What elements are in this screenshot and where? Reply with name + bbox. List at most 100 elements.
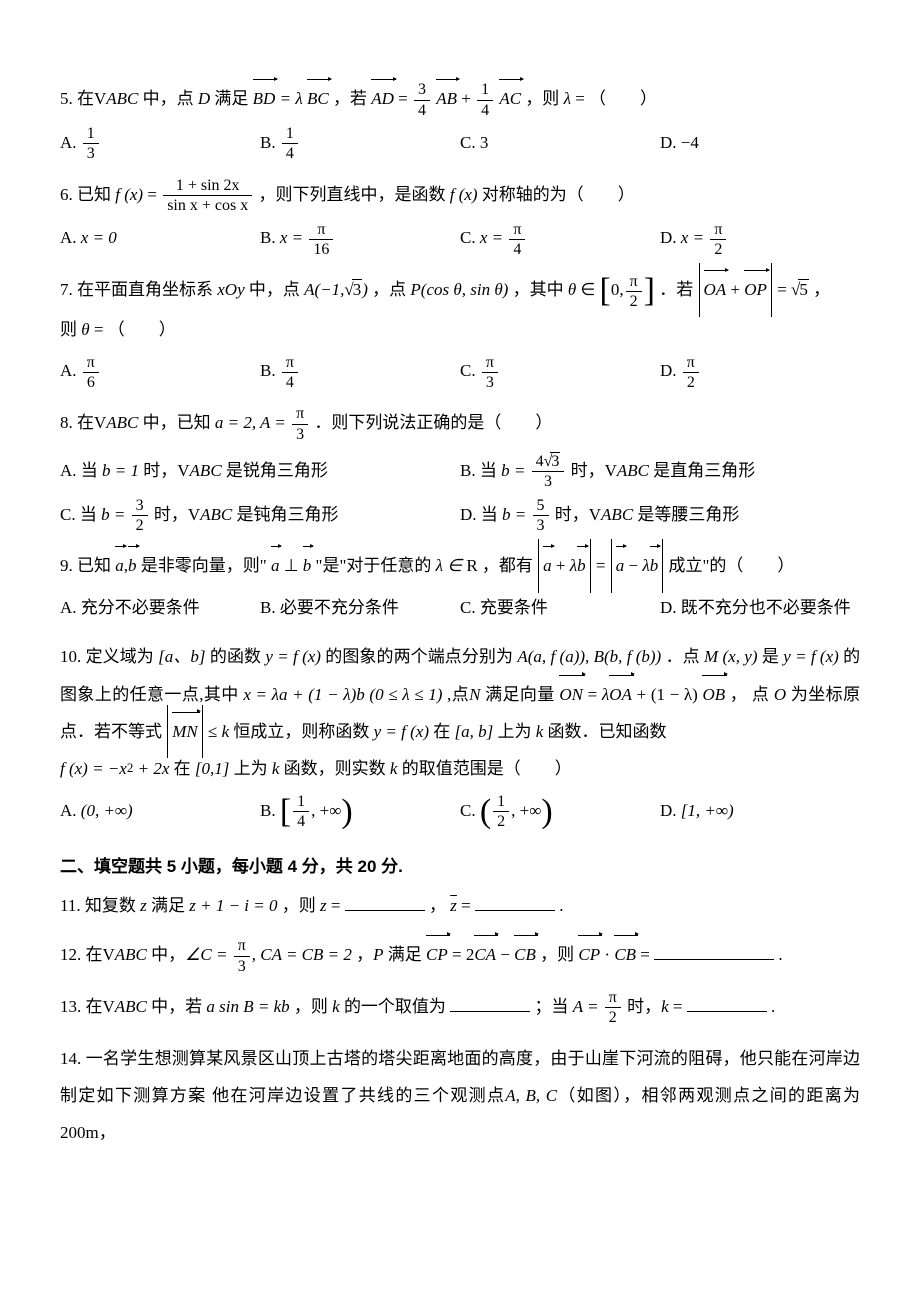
q8-optB: B. 当 b = 433 时，VABC 是直角三角形 bbox=[460, 452, 860, 492]
q8-num: 8. bbox=[60, 413, 73, 432]
q7-optB: B. π4 bbox=[260, 352, 460, 392]
q5-optD: D. −4 bbox=[660, 124, 860, 164]
q6-b: ，则下列直线中，是函数 bbox=[258, 185, 449, 204]
q7-options: A. π6 B. π4 C. π3 D. π2 bbox=[60, 352, 860, 392]
q5-optB: B. 14 bbox=[260, 124, 460, 164]
q5-num: 5. bbox=[60, 89, 73, 108]
frac-3-4: 34 bbox=[414, 80, 430, 119]
triangle-icon: V bbox=[94, 89, 106, 108]
q9-num: 9. bbox=[60, 556, 73, 575]
q9-optD: D. 既不充分也不必要条件 bbox=[660, 589, 860, 626]
q5-D: D bbox=[198, 89, 210, 108]
q7-optC: C. π3 bbox=[460, 352, 660, 392]
q5-eq: = bbox=[280, 89, 296, 108]
vector-CA: CA bbox=[474, 936, 496, 973]
q10-num: 10. bbox=[60, 647, 81, 666]
vector-MN: MN bbox=[172, 713, 198, 750]
question-14: 14. 一名学生想测算某风景区山顶上古塔的塔尖距离地面的高度，由于山崖下河流的阻… bbox=[60, 1040, 860, 1152]
q8-optD: D. 当 b = 53 时，VABC 是等腰三角形 bbox=[460, 496, 860, 536]
q5-c: 满足 bbox=[214, 89, 252, 108]
q5-d: ，若 bbox=[333, 89, 371, 108]
vector-OA: OA bbox=[704, 271, 727, 308]
lbracket-icon: [ bbox=[600, 279, 611, 303]
q10-optA: A. (0, +∞) bbox=[60, 792, 260, 832]
q10-options: A. (0, +∞) B. [14, +∞) C. (12, +∞) D. [1… bbox=[60, 792, 860, 832]
vector-ON: ON bbox=[559, 676, 583, 713]
blank-input[interactable] bbox=[345, 891, 425, 911]
blank-input[interactable] bbox=[450, 992, 530, 1012]
q6-optA: A. x = 0 bbox=[60, 219, 260, 259]
q5-optC: C. 3 bbox=[460, 124, 660, 164]
q7-num: 7. bbox=[60, 280, 73, 299]
vector-a: a bbox=[115, 547, 124, 584]
frac-q6: 1 + sin 2xsin x + cos x bbox=[163, 176, 252, 215]
question-5: 5. 在VABC 中，点 D 满足 BD = λ BC ，若 AD = 34 A… bbox=[60, 80, 860, 164]
q10-optC: C. (12, +∞) bbox=[460, 792, 660, 832]
vector-AD: AD bbox=[371, 80, 394, 117]
blank-input[interactable] bbox=[654, 940, 774, 960]
question-6: 6. 已知 f (x) = 1 + sin 2xsin x + cos x ，则… bbox=[60, 176, 860, 260]
question-11: 11. 知复数 z 满足 z + 1 − i = 0 ，则 z = ， z = … bbox=[60, 887, 860, 924]
q6-c: 对称轴的为（ ） bbox=[482, 185, 635, 204]
q5-a: 在 bbox=[77, 89, 94, 108]
q9-optB: B. 必要不充分条件 bbox=[260, 589, 460, 626]
q6-optC: C. x = π4 bbox=[460, 219, 660, 259]
q5-lam: λ bbox=[295, 89, 302, 108]
vector-OB: OB bbox=[702, 676, 725, 713]
vector-OP: OP bbox=[744, 271, 767, 308]
q8-optC: C. 当 b = 32 时，VABC 是钝角三角形 bbox=[60, 496, 460, 536]
rbracket-icon: ] bbox=[644, 279, 655, 303]
vector-BC: BC bbox=[307, 80, 329, 117]
q5-abc: ABC bbox=[106, 89, 138, 108]
q7-optA: A. π6 bbox=[60, 352, 260, 392]
vector-BD: BD bbox=[253, 80, 276, 117]
q5-options: A. 13 B. 14 C. 3 D. −4 bbox=[60, 124, 860, 164]
q6-num: 6. bbox=[60, 185, 73, 204]
q6-options: A. x = 0 B. x = π16 C. x = π4 D. x = π2 bbox=[60, 219, 860, 259]
q9-optC: C. 充要条件 bbox=[460, 589, 660, 626]
sqrt-icon: 5 bbox=[791, 271, 809, 308]
q9-optA: A. 充分不必要条件 bbox=[60, 589, 260, 626]
q5-optA: A. 13 bbox=[60, 124, 260, 164]
q6-optD: D. x = π2 bbox=[660, 219, 860, 259]
q10-optD: D. [1, +∞) bbox=[660, 792, 860, 832]
frac-1-4: 14 bbox=[477, 80, 493, 119]
question-9: 9. 已知 a,b 是非零向量，则" a ⊥ b "是"对于任意的 λ ∈ R … bbox=[60, 547, 860, 626]
q6-a: 已知 bbox=[77, 185, 115, 204]
abs-icon: OA + OP bbox=[698, 271, 773, 308]
q6-fx: f (x) bbox=[115, 185, 143, 204]
page: 5. 在VABC 中，点 D 满足 BD = λ BC ，若 AD = 34 A… bbox=[0, 0, 920, 1204]
q6-fx2: f (x) bbox=[450, 185, 478, 204]
q5-lam2: λ bbox=[564, 89, 571, 108]
vector-AB: AB bbox=[436, 80, 457, 117]
triangle-icon: V bbox=[94, 413, 106, 432]
q5-plus: + bbox=[461, 89, 475, 108]
blank-input[interactable] bbox=[475, 891, 555, 911]
q9-options: A. 充分不必要条件 B. 必要不充分条件 C. 充要条件 D. 既不充分也不必… bbox=[60, 589, 860, 626]
question-7: 7. 在平面直角坐标系 xOy 中，点 A(−1,3) ，点 P(cos θ, … bbox=[60, 271, 860, 392]
vector-OA: OA bbox=[609, 676, 632, 713]
vector-CP: CP bbox=[426, 936, 448, 973]
q5-eq2: = bbox=[398, 89, 412, 108]
q8-options-2: C. 当 b = 32 时，VABC 是钝角三角形 D. 当 b = 53 时，… bbox=[60, 496, 860, 536]
question-13: 13. 在VABC 中，若 a sin B = kb ，则 k 的一个取值为 ；… bbox=[60, 988, 860, 1028]
blank-input[interactable] bbox=[687, 992, 767, 1012]
q6-optB: B. x = π16 bbox=[260, 219, 460, 259]
q5-e: ，则 bbox=[525, 89, 563, 108]
vector-AC: AC bbox=[499, 80, 521, 117]
vector-b: b bbox=[128, 547, 137, 584]
q7-optD: D. π2 bbox=[660, 352, 860, 392]
zbar-icon: z bbox=[450, 896, 457, 915]
q7-line2: 则 θ = （ ） bbox=[60, 311, 860, 348]
q5-f: = （ ） bbox=[575, 89, 657, 108]
question-10: 10. 定义域为 [a、b] 的函数 y = f (x) 的图象的两个端点分别为… bbox=[60, 638, 860, 831]
q8-optA: A. 当 b = 1 时，VABC 是锐角三角形 bbox=[60, 452, 460, 492]
question-8: 8. 在VABC 中，已知 a = 2, A = π3 ．则下列说法正确的是（ … bbox=[60, 404, 860, 535]
q8-options-1: A. 当 b = 1 时，VABC 是锐角三角形 B. 当 b = 433 时，… bbox=[60, 452, 860, 492]
q10-optB: B. [14, +∞) bbox=[260, 792, 460, 832]
question-12: 12. 在VABC 中，∠C = π3, CA = CB = 2 ，P 满足 C… bbox=[60, 936, 860, 976]
vector-CB: CB bbox=[514, 936, 536, 973]
section-2-title: 二、填空题共 5 小题，每小题 4 分，共 20 分. bbox=[60, 852, 860, 877]
sqrt-icon: 3 bbox=[344, 271, 362, 308]
q5-b: 中，点 bbox=[143, 89, 198, 108]
